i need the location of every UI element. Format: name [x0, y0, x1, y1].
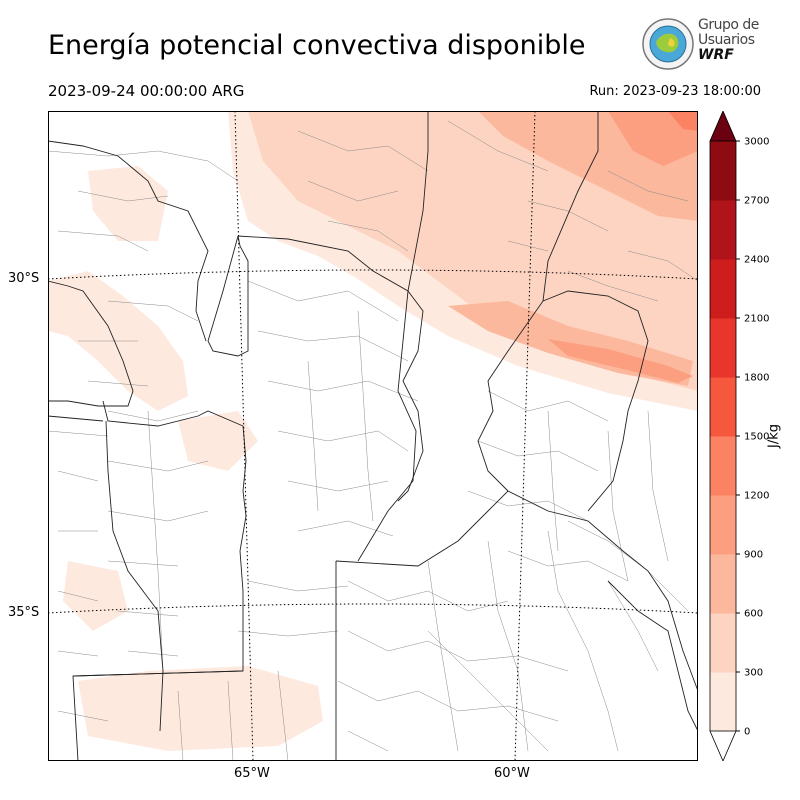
cape-band-west2 — [88, 166, 168, 241]
dept-lines-east — [467, 390, 669, 582]
meridian-65w — [234, 111, 254, 761]
colorbar-tick-label: 1500 — [744, 432, 769, 443]
colorbar-band-0 — [710, 672, 736, 732]
department-boundaries — [48, 120, 698, 761]
colorbar-band-2700 — [710, 141, 736, 201]
colorbar: 0 300 600 900 1200 1500 1800 2100 2400 2700 3000 — [709, 111, 769, 761]
colorbar-tick-label: 3000 — [744, 137, 769, 148]
colorbar-tick-label: 2100 — [744, 314, 769, 325]
lon-label-65w: 65°W — [234, 766, 270, 781]
prov-catamarca-rioja — [48, 140, 209, 342]
colorbar-band-900 — [710, 495, 736, 555]
cape-shading — [48, 111, 698, 751]
dept-lines-center — [237, 280, 419, 637]
colorbar-tick-label: 300 — [744, 668, 763, 679]
cape-band-6 — [668, 111, 698, 131]
logo-line-2: Usuarios — [698, 32, 755, 48]
logo-line-3: WRF — [698, 47, 734, 63]
prov-santafe — [357, 111, 429, 562]
colorbar-band-600 — [710, 554, 736, 614]
colorbar-tick-label: 1200 — [744, 491, 769, 502]
prov-mendoza-border — [48, 415, 164, 732]
colorbar-band-1200 — [710, 436, 736, 496]
colorbar-tick-label: 0 — [744, 727, 750, 738]
prov-cordoba — [237, 235, 424, 502]
cape-band-southwest — [63, 561, 128, 631]
lon-label-60w: 60°W — [494, 766, 530, 781]
prov-sanluis — [72, 400, 247, 677]
prov-cordoba-west — [207, 235, 249, 357]
colorbar-extend-min — [709, 730, 737, 761]
cape-band-5 — [608, 111, 698, 166]
prov-santafe-east — [477, 111, 599, 492]
colorbar-band-300 — [710, 613, 736, 673]
run-time: Run: 2023-09-23 18:00:00 — [589, 84, 761, 99]
colorbar-extend-max — [709, 111, 737, 142]
prov-larioja-sanjuan — [48, 280, 134, 407]
coastline — [607, 580, 698, 732]
logo: Grupo de Usuarios WRF — [640, 16, 760, 72]
colorbar-tick-label: 2700 — [744, 196, 769, 207]
parallel-35s — [48, 603, 698, 614]
map — [48, 111, 698, 761]
dept-lines-buenosaires — [337, 520, 689, 752]
dept-lines-west — [57, 410, 289, 761]
colorbar-band-1500 — [710, 377, 736, 437]
province-boundaries — [48, 111, 698, 761]
prov-laPampa-ba — [72, 561, 337, 761]
logo-text: Grupo de Usuarios WRF — [698, 18, 759, 63]
prov-buenosaires — [335, 490, 698, 692]
cape-band-4 — [548, 339, 693, 383]
colorbar-tick-label: 600 — [744, 609, 763, 620]
map-frame — [48, 111, 698, 761]
colorbar-tick-label: 1800 — [744, 373, 769, 384]
cape-band-south — [78, 666, 323, 751]
graticule — [48, 111, 698, 761]
colorbar-band-2400 — [710, 200, 736, 260]
lat-label-30s: 30°S — [8, 271, 40, 286]
lat-label-35s: 35°S — [8, 605, 40, 620]
chart-title: Energía potencial convectiva disponible — [48, 30, 586, 61]
cape-band-center — [178, 411, 258, 471]
logo-line-1: Grupo de — [698, 17, 759, 33]
valid-time: 2023-09-24 00:00:00 ARG — [48, 82, 245, 100]
colorbar-band-2100 — [710, 259, 736, 319]
prov-entrerios — [542, 290, 649, 512]
cape-band-1 — [248, 111, 698, 391]
colorbar-band-1800 — [710, 318, 736, 378]
dept-lines-north — [48, 120, 698, 437]
globe-icon — [642, 18, 694, 70]
colorbar-unit-label: J/kg — [766, 424, 782, 448]
meridian-60w — [514, 111, 536, 761]
colorbar-tick-label: 900 — [744, 550, 763, 561]
colorbar-tick-label: 2400 — [744, 255, 769, 266]
parallel-30s — [48, 269, 698, 280]
